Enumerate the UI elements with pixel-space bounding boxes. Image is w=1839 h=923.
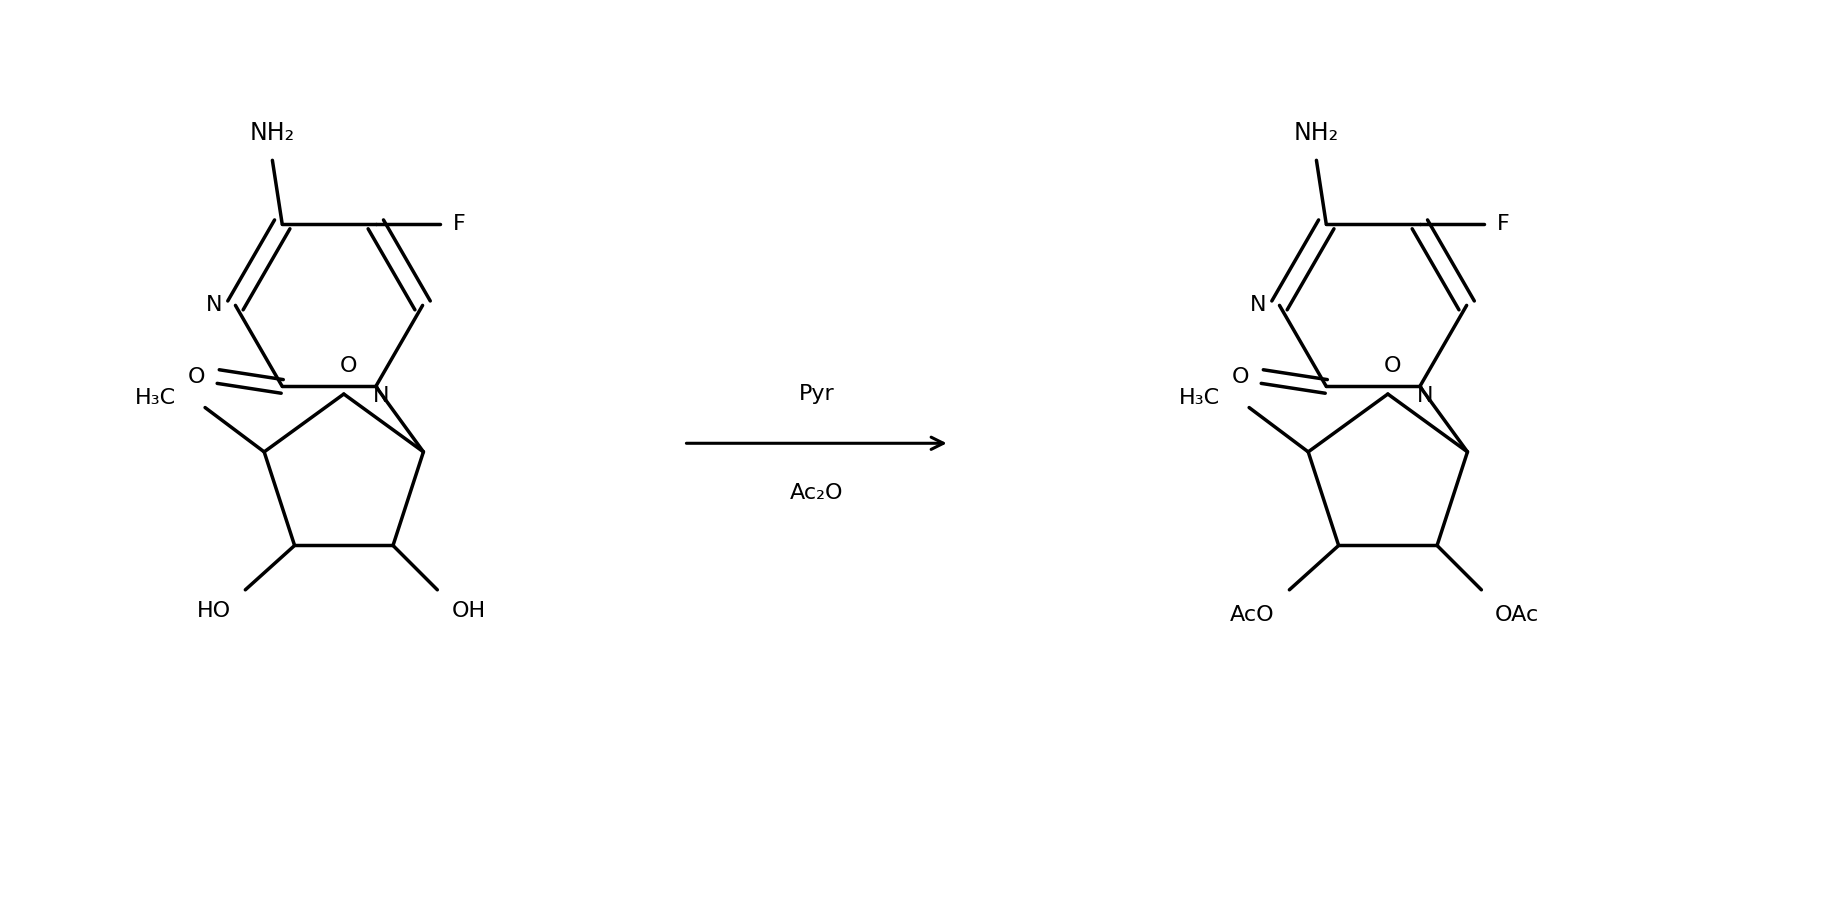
Text: O: O bbox=[340, 356, 357, 377]
Text: OAc: OAc bbox=[1495, 605, 1539, 626]
Text: HO: HO bbox=[197, 602, 232, 621]
Text: NH₂: NH₂ bbox=[250, 121, 294, 145]
Text: N: N bbox=[206, 295, 223, 316]
Text: O: O bbox=[1232, 366, 1249, 387]
Text: Ac₂O: Ac₂O bbox=[789, 483, 844, 502]
Text: N: N bbox=[373, 386, 390, 406]
Text: N: N bbox=[1416, 386, 1433, 406]
Text: NH₂: NH₂ bbox=[1295, 121, 1339, 145]
Text: O: O bbox=[1385, 356, 1401, 377]
Text: OH: OH bbox=[452, 602, 485, 621]
Text: Pyr: Pyr bbox=[798, 384, 835, 404]
Text: O: O bbox=[188, 366, 206, 387]
Text: H₃C: H₃C bbox=[136, 388, 177, 408]
Text: F: F bbox=[452, 214, 465, 234]
Text: H₃C: H₃C bbox=[1179, 388, 1221, 408]
Text: N: N bbox=[1249, 295, 1265, 316]
Text: F: F bbox=[1497, 214, 1510, 234]
Text: AcO: AcO bbox=[1230, 605, 1274, 626]
